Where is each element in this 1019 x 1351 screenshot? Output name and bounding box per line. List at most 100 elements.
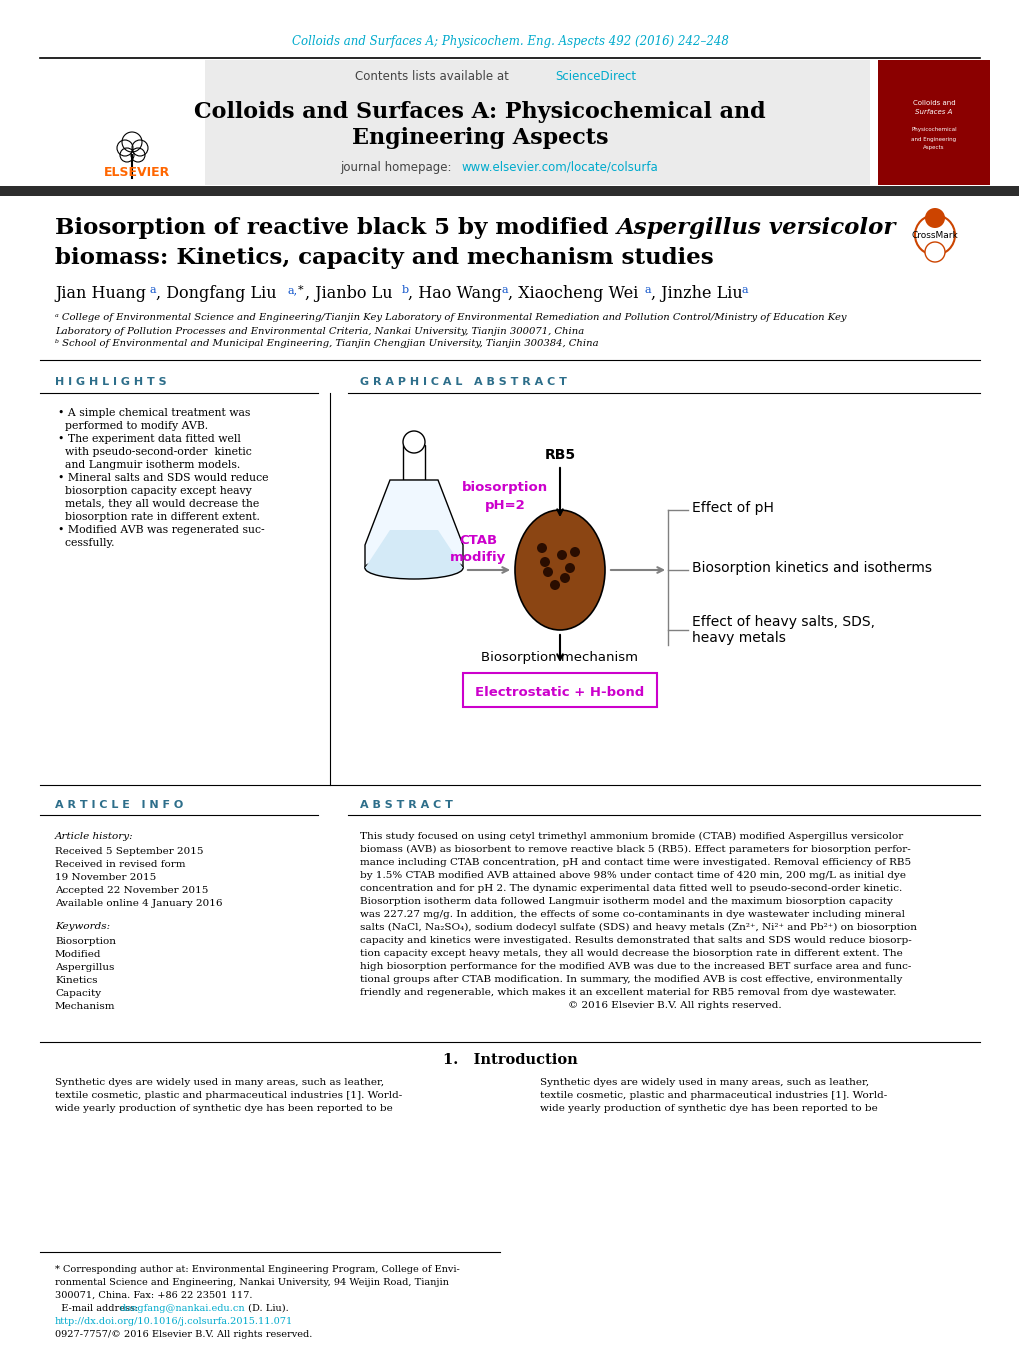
Text: Contents lists available at: Contents lists available at [355,69,513,82]
Text: modifiy: modifiy [449,551,505,565]
Ellipse shape [365,557,463,580]
Text: A B S T R A C T: A B S T R A C T [360,800,452,811]
Circle shape [559,573,570,584]
Text: 0927-7757/© 2016 Elsevier B.V. All rights reserved.: 0927-7757/© 2016 Elsevier B.V. All right… [55,1329,312,1339]
Text: a: a [501,285,508,295]
Polygon shape [365,530,463,567]
Circle shape [565,563,575,573]
Text: friendly and regenerable, which makes it an excellent material for RB5 removal f: friendly and regenerable, which makes it… [360,988,896,997]
Text: Received 5 September 2015: Received 5 September 2015 [55,847,204,857]
Text: with pseudo-second-order  kinetic: with pseudo-second-order kinetic [58,447,252,457]
Text: ᵃ College of Environmental Science and Engineering/Tianjin Key Laboratory of Env: ᵃ College of Environmental Science and E… [55,313,846,323]
Text: Biosorption of reactive black 5 by modified: Biosorption of reactive black 5 by modif… [55,218,615,239]
Bar [403,444,425,480]
Text: Aspects: Aspects [922,146,944,150]
Text: salts (NaCl, Na₂SO₄), sodium dodecyl sulfate (SDS) and heavy metals (Zn²⁺, Ni²⁺ : salts (NaCl, Na₂SO₄), sodium dodecyl sul… [360,923,916,932]
Text: Accepted 22 November 2015: Accepted 22 November 2015 [55,886,208,894]
Text: and Engineering: and Engineering [911,136,956,142]
Text: biosorption: biosorption [462,481,547,494]
Text: Effect of heavy salts, SDS,: Effect of heavy salts, SDS, [691,615,874,630]
FancyBboxPatch shape [463,673,656,707]
Text: Article history:: Article history: [55,832,133,842]
Text: • The experiment data fitted well: • The experiment data fitted well [58,434,240,444]
Text: Biosorption kinetics and isotherms: Biosorption kinetics and isotherms [691,561,931,576]
Circle shape [536,543,546,553]
Text: was 227.27 mg/g. In addition, the effects of some co-contaminants in dye wastewa: was 227.27 mg/g. In addition, the effect… [360,911,904,919]
Text: capacity and kinetics were investigated. Results demonstrated that salts and SDS: capacity and kinetics were investigated.… [360,936,911,944]
Text: Synthetic dyes are widely used in many areas, such as leather,: Synthetic dyes are widely used in many a… [55,1078,384,1088]
Text: CTAB: CTAB [459,534,496,547]
Text: Available online 4 January 2016: Available online 4 January 2016 [55,898,222,908]
Text: Modified: Modified [55,950,102,959]
Text: dongfang@nankai.edu.cn: dongfang@nankai.edu.cn [120,1304,246,1313]
Text: a: a [644,285,651,295]
Text: Biosorption mechanism: Biosorption mechanism [481,651,638,665]
Text: , Jianbo Lu: , Jianbo Lu [305,285,392,301]
Text: Biosorption: Biosorption [55,938,116,946]
Text: b: b [401,285,409,295]
Text: ᵇ School of Environmental and Municipal Engineering, Tianjin Chengjian Universit: ᵇ School of Environmental and Municipal … [55,339,598,349]
Text: , Xiaocheng Wei: , Xiaocheng Wei [507,285,638,301]
Text: a: a [150,285,157,295]
Ellipse shape [515,509,604,630]
Text: Synthetic dyes are widely used in many areas, such as leather,: Synthetic dyes are widely used in many a… [539,1078,868,1088]
Text: E-mail address:: E-mail address: [55,1304,142,1313]
Circle shape [542,567,552,577]
Polygon shape [365,480,463,567]
Text: a: a [741,285,748,295]
Text: performed to modify AVB.: performed to modify AVB. [58,422,208,431]
Text: Biosorption isotherm data followed Langmuir isotherm model and the maximum bioso: Biosorption isotherm data followed Langm… [360,897,892,907]
Text: and Langmuir isotherm models.: and Langmuir isotherm models. [58,459,240,470]
Text: * Corresponding author at: Environmental Engineering Program, College of Envi-: * Corresponding author at: Environmental… [55,1265,460,1274]
Text: Mechanism: Mechanism [55,1002,115,1011]
Text: textile cosmetic, plastic and pharmaceutical industries [1]. World-: textile cosmetic, plastic and pharmaceut… [55,1092,401,1100]
Text: concentration and for pH 2. The dynamic experimental data fitted well to pseudo-: concentration and for pH 2. The dynamic … [360,884,902,893]
Bar [0,186,1019,196]
Text: Effect of pH: Effect of pH [691,501,773,515]
Text: • A simple chemical treatment was: • A simple chemical treatment was [58,408,250,417]
Text: , Jinzhe Liu: , Jinzhe Liu [650,285,742,301]
Circle shape [570,547,580,557]
Text: Aspergillus: Aspergillus [55,963,114,971]
Text: *: * [298,285,304,295]
Text: G R A P H I C A L   A B S T R A C T: G R A P H I C A L A B S T R A C T [360,377,567,386]
Text: cessfully.: cessfully. [58,538,114,549]
Text: high biosorption performance for the modified AVB was due to the increased BET s: high biosorption performance for the mod… [360,962,911,971]
Text: (D. Liu).: (D. Liu). [245,1304,288,1313]
Text: Electrostatic + H-bond: Electrostatic + H-bond [475,685,644,698]
Text: 19 November 2015: 19 November 2015 [55,873,156,882]
Text: heavy metals: heavy metals [691,631,785,644]
Text: Jian Huang: Jian Huang [55,285,146,301]
Text: • Modified AVB was regenerated suc-: • Modified AVB was regenerated suc- [58,526,264,535]
Text: Kinetics: Kinetics [55,975,98,985]
Text: 300071, China. Fax: +86 22 23501 117.: 300071, China. Fax: +86 22 23501 117. [55,1292,253,1300]
Text: wide yearly production of synthetic dye has been reported to be: wide yearly production of synthetic dye … [55,1104,392,1113]
Circle shape [403,431,425,453]
Text: H I G H L I G H T S: H I G H L I G H T S [55,377,166,386]
Text: , Hao Wang: , Hao Wang [408,285,501,301]
Text: tion capacity except heavy metals, they all would decrease the biosorption rate : tion capacity except heavy metals, they … [360,948,902,958]
Text: www.elsevier.com/locate/colsurfa: www.elsevier.com/locate/colsurfa [462,161,658,173]
Text: by 1.5% CTAB modified AVB attained above 98% under contact time of 420 min, 200 : by 1.5% CTAB modified AVB attained above… [360,871,905,880]
Text: Colloids and Surfaces A: Physicochemical and: Colloids and Surfaces A: Physicochemical… [194,101,765,123]
Text: © 2016 Elsevier B.V. All rights reserved.: © 2016 Elsevier B.V. All rights reserved… [360,1001,781,1011]
Text: CrossMark: CrossMark [911,231,958,240]
Text: pH=2: pH=2 [484,499,525,512]
Text: biosorption rate in different extent.: biosorption rate in different extent. [58,512,260,521]
Text: tional groups after CTAB modification. In summary, the modified AVB is cost effe: tional groups after CTAB modification. I… [360,975,902,984]
Text: , Dongfang Liu: , Dongfang Liu [156,285,276,301]
Text: 1.   Introduction: 1. Introduction [442,1052,577,1067]
Text: Colloids and Surfaces A; Physicochem. Eng. Aspects 492 (2016) 242–248: Colloids and Surfaces A; Physicochem. En… [291,35,728,49]
Bar [70,59,869,185]
Text: Aspergillus versicolor: Aspergillus versicolor [616,218,896,239]
Text: textile cosmetic, plastic and pharmaceutical industries [1]. World-: textile cosmetic, plastic and pharmaceut… [539,1092,887,1100]
Text: ScienceDirect: ScienceDirect [554,69,636,82]
Text: biomass (AVB) as biosorbent to remove reactive black 5 (RB5). Effect parameters : biomass (AVB) as biosorbent to remove re… [360,844,910,854]
Circle shape [924,208,944,228]
Text: Physicochemical: Physicochemical [910,127,956,132]
Text: biomass: Kinetics, capacity and mechanism studies: biomass: Kinetics, capacity and mechanis… [55,247,713,269]
Circle shape [924,242,944,262]
Text: This study focused on using cetyl trimethyl ammonium bromide (CTAB) modified Asp: This study focused on using cetyl trimet… [360,832,903,842]
Text: Keywords:: Keywords: [55,921,110,931]
Circle shape [556,550,567,561]
